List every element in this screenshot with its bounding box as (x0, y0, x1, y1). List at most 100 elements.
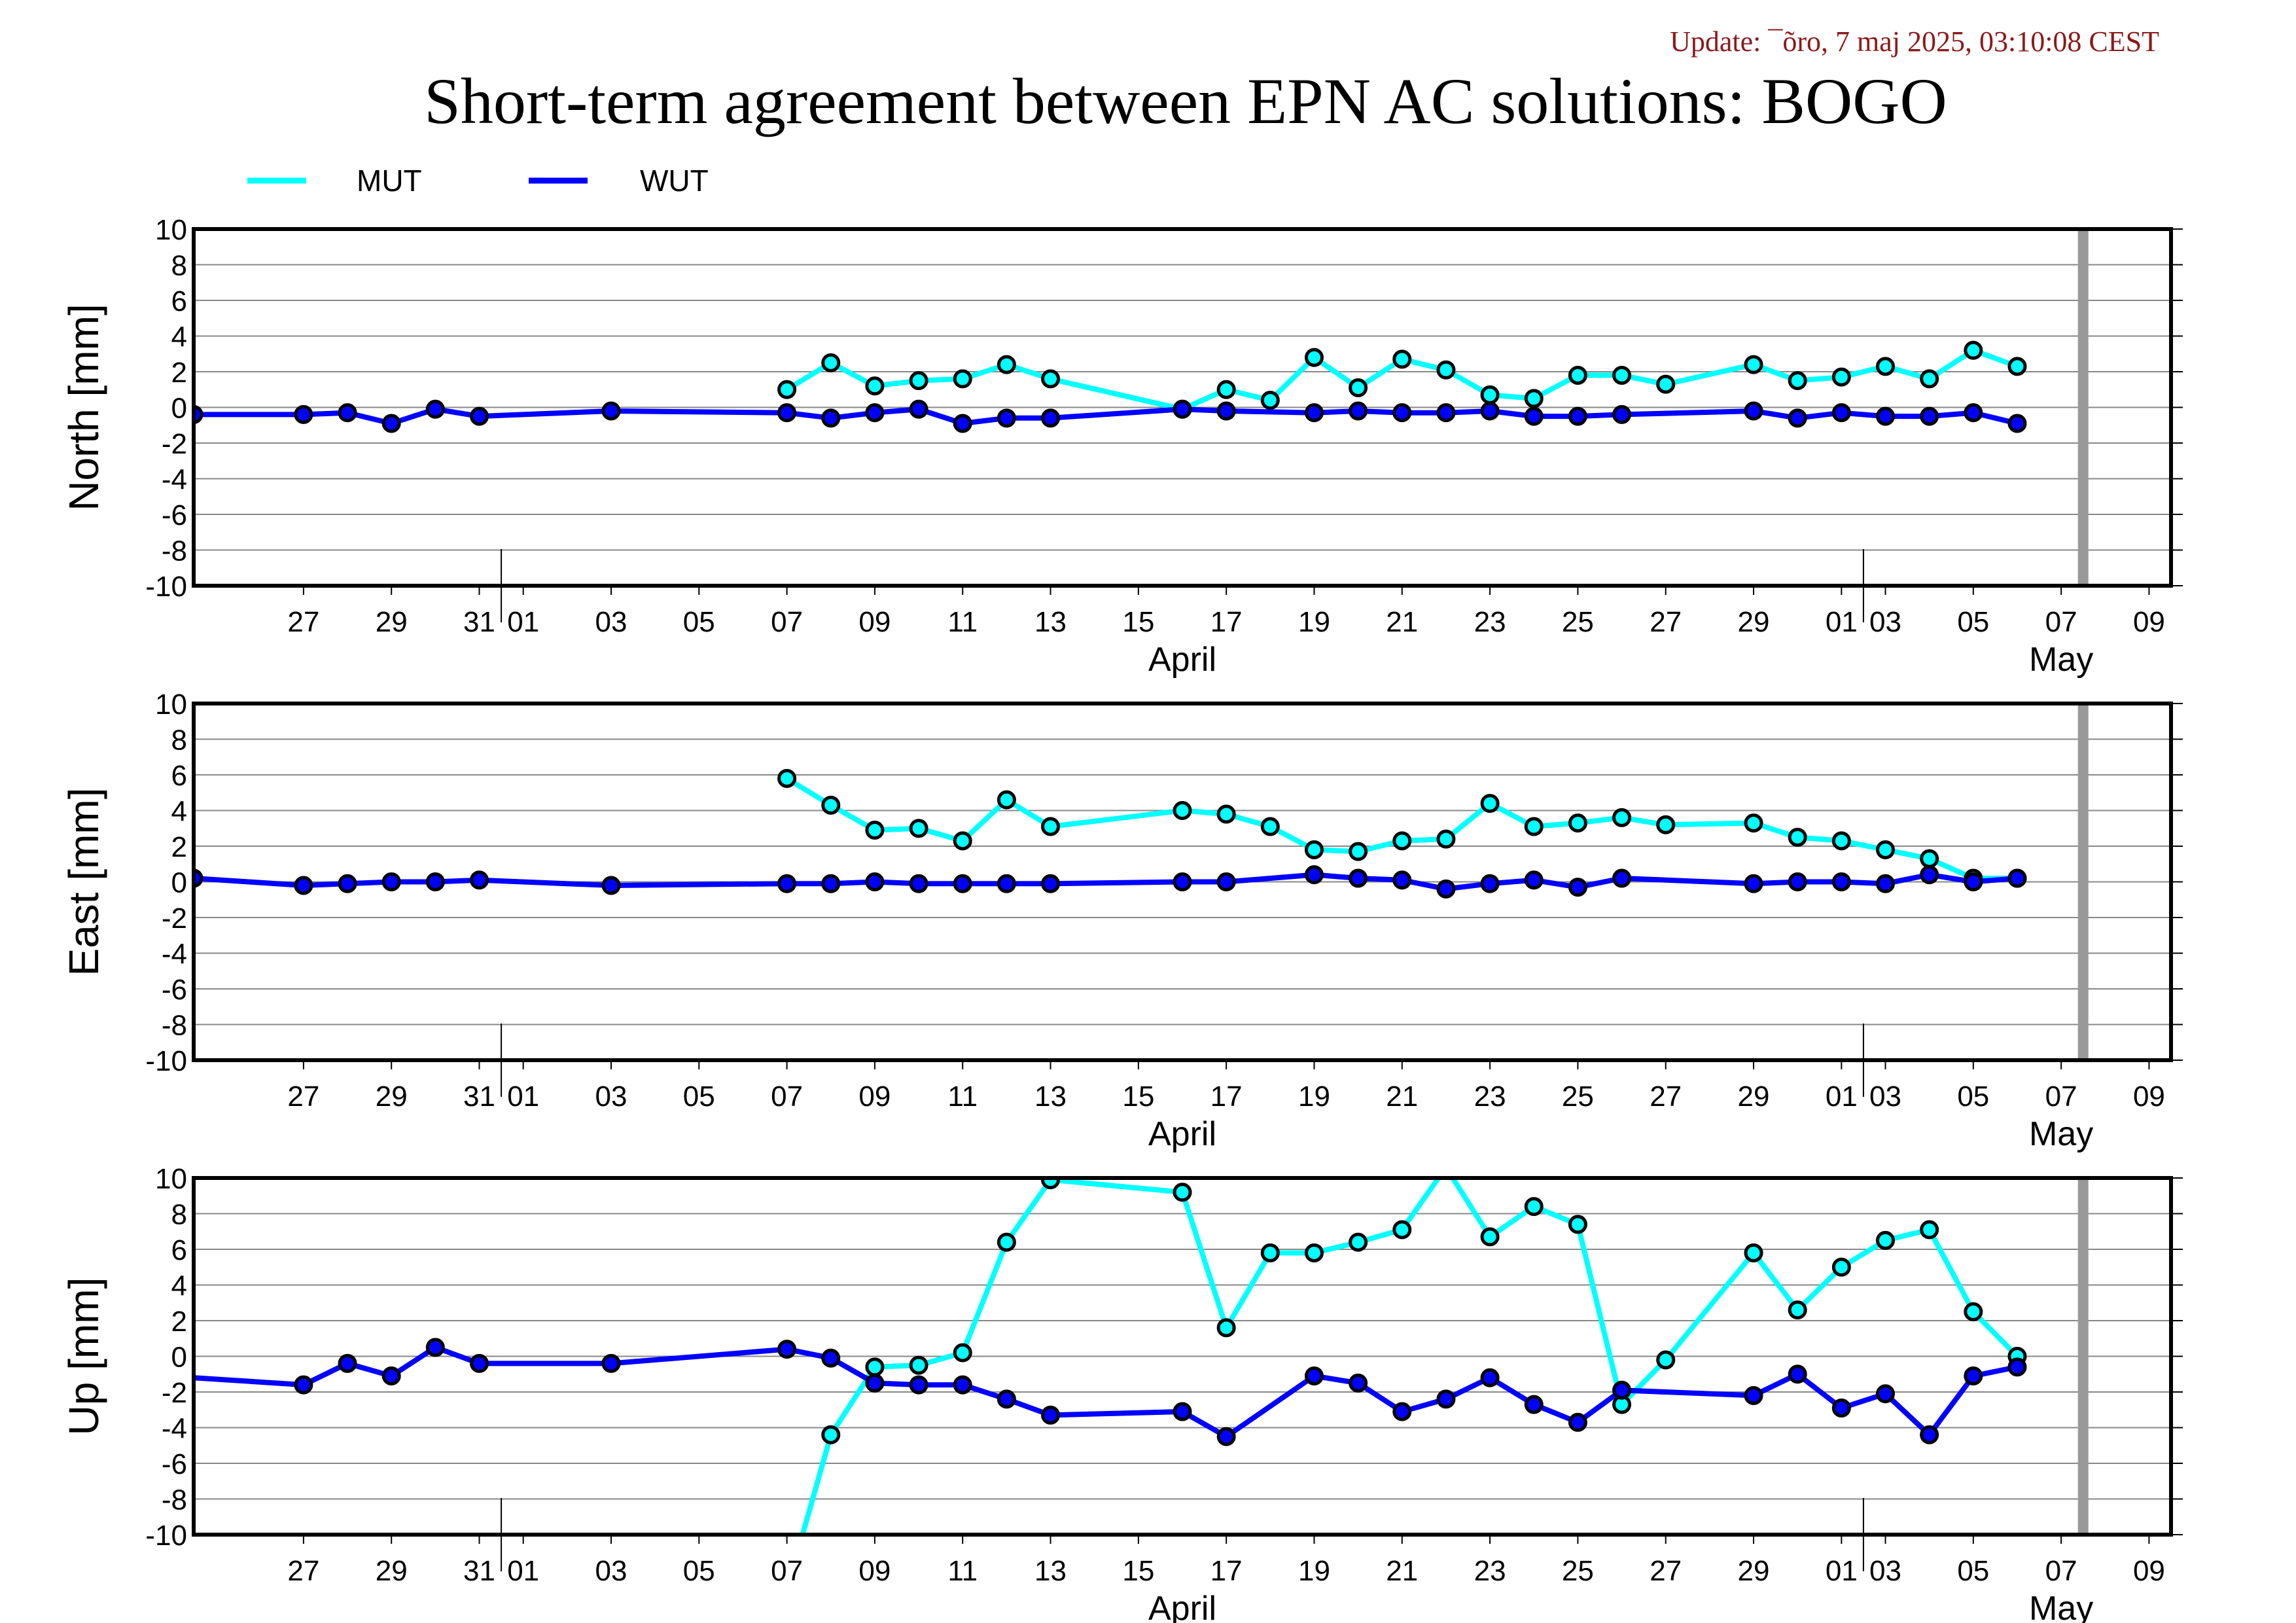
x-tick-label: 03 (1869, 606, 1901, 638)
data-point-wut (1964, 403, 1983, 423)
data-point-mut (1875, 1230, 1895, 1250)
data-point-mut (777, 768, 797, 788)
data-point-mut (1524, 1197, 1544, 1217)
data-point-wut (601, 1353, 621, 1373)
data-point-wut (1392, 870, 1412, 890)
x-tick-label: 11 (947, 1555, 978, 1587)
x-tick-label: 25 (1562, 1555, 1594, 1587)
legend: MUT WUT (247, 164, 709, 198)
x-tick-label: 31 (463, 1555, 495, 1587)
update-timestamp: Update: ¯õro, 7 maj 2025, 03:10:08 CEST (1670, 26, 2159, 58)
data-point-mut (997, 355, 1016, 374)
data-point-mut (1875, 840, 1895, 859)
data-point-wut (1216, 401, 1236, 421)
data-point-mut (1173, 1183, 1192, 1202)
data-point-wut (338, 874, 357, 893)
data-point-mut (1041, 369, 1061, 389)
data-point-mut (1304, 840, 1324, 859)
y-tick-label: -6 (162, 974, 187, 1006)
series-group (194, 768, 2027, 899)
data-point-wut (777, 403, 797, 423)
x-tick-label: 05 (683, 606, 715, 638)
data-point-wut (821, 1348, 841, 1368)
x-tick-label: 13 (1034, 1080, 1067, 1113)
data-point-wut (381, 872, 401, 891)
data-point-wut (865, 403, 885, 423)
data-point-wut (1436, 1389, 1456, 1409)
y-tick-label: 4 (171, 1270, 187, 1302)
data-point-wut (777, 1340, 797, 1359)
y-tick-label: -8 (162, 1484, 187, 1516)
series-group (194, 340, 2027, 433)
data-point-wut (865, 872, 885, 891)
data-point-wut (1788, 872, 1807, 891)
data-point-mut (777, 380, 797, 399)
x-tick-label: 07 (2045, 606, 2077, 638)
y-tick-label: 2 (171, 1306, 187, 1338)
legend-label-mut: MUT (357, 164, 422, 198)
data-point-wut (1612, 1380, 1632, 1400)
x-tick-label: 09 (2133, 606, 2165, 638)
data-point-mut (1173, 801, 1192, 820)
data-point-mut (1349, 842, 1368, 861)
month-label: May (2029, 641, 2093, 679)
data-point-wut (1920, 1425, 1939, 1444)
x-tick-label: 09 (858, 606, 891, 638)
data-point-mut (1480, 794, 1500, 813)
x-tick-label: 29 (1738, 1080, 1770, 1113)
data-point-wut (425, 1338, 445, 1357)
data-point-mut (953, 1343, 972, 1363)
x-tick-label: 19 (1298, 606, 1330, 638)
panel-frame (192, 1176, 2173, 1537)
data-point-wut (381, 414, 401, 433)
data-point-mut (865, 376, 885, 396)
data-point-wut (601, 876, 621, 895)
data-point-wut (1875, 406, 1895, 426)
x-tick-label: 19 (1298, 1555, 1330, 1587)
x-tick-label: 23 (1474, 1555, 1506, 1587)
data-point-mut (2007, 357, 2027, 376)
data-point-wut (953, 874, 972, 893)
x-tick-label: 25 (1562, 1080, 1594, 1113)
x-tick-label: 07 (2045, 1080, 2077, 1113)
panel-frame (192, 227, 2173, 588)
x-tick-label: 25 (1562, 606, 1594, 638)
data-point-mut (1788, 827, 1807, 847)
data-point-wut (1304, 865, 1324, 885)
panel-1: 10 86 4 2 0-2 -4-6 -8 -10 North [mm] 27 29 31 01 03 05… (60, 214, 2183, 679)
x-tick-label: 17 (1210, 1080, 1243, 1113)
data-point-mut (1656, 815, 1676, 834)
month-label: April (1148, 641, 1216, 679)
x-tick-label: 01 (1826, 1080, 1858, 1113)
data-point-mut (1831, 831, 1851, 851)
data-point-wut (338, 1353, 357, 1373)
x-tick-label: 01 (1826, 1555, 1858, 1587)
x-tick-label: 07 (771, 606, 803, 638)
data-point-mut (1304, 348, 1324, 367)
data-point-mut (1788, 371, 1807, 391)
y-axis-label: North [mm] (60, 304, 107, 510)
data-point-wut (1216, 1427, 1236, 1446)
data-point-wut (1831, 872, 1851, 891)
y-tick-label: -10 (145, 1045, 187, 1077)
data-point-wut (381, 1366, 401, 1385)
data-point-wut (1875, 1384, 1895, 1404)
chart-title: Short-term agreement between EPN AC solu… (424, 65, 1947, 137)
x-tick-label: 13 (1034, 606, 1067, 638)
data-point-wut (1173, 872, 1192, 891)
y-tick-label: -4 (162, 938, 187, 971)
data-point-mut (1612, 365, 1632, 385)
data-point-mut (1568, 1215, 1587, 1234)
data-point-mut (1831, 1257, 1851, 1277)
data-point-wut (1568, 406, 1587, 426)
x-tick-label: 15 (1122, 1080, 1154, 1113)
data-point-wut (1216, 872, 1236, 891)
data-point-mut (1260, 817, 1280, 836)
data-point-wut (1173, 1402, 1192, 1421)
data-point-mut (1875, 357, 1895, 376)
x-tick-label: 21 (1386, 1080, 1418, 1113)
panel-frame (192, 702, 2173, 1062)
x-tick-label: 27 (287, 606, 319, 638)
